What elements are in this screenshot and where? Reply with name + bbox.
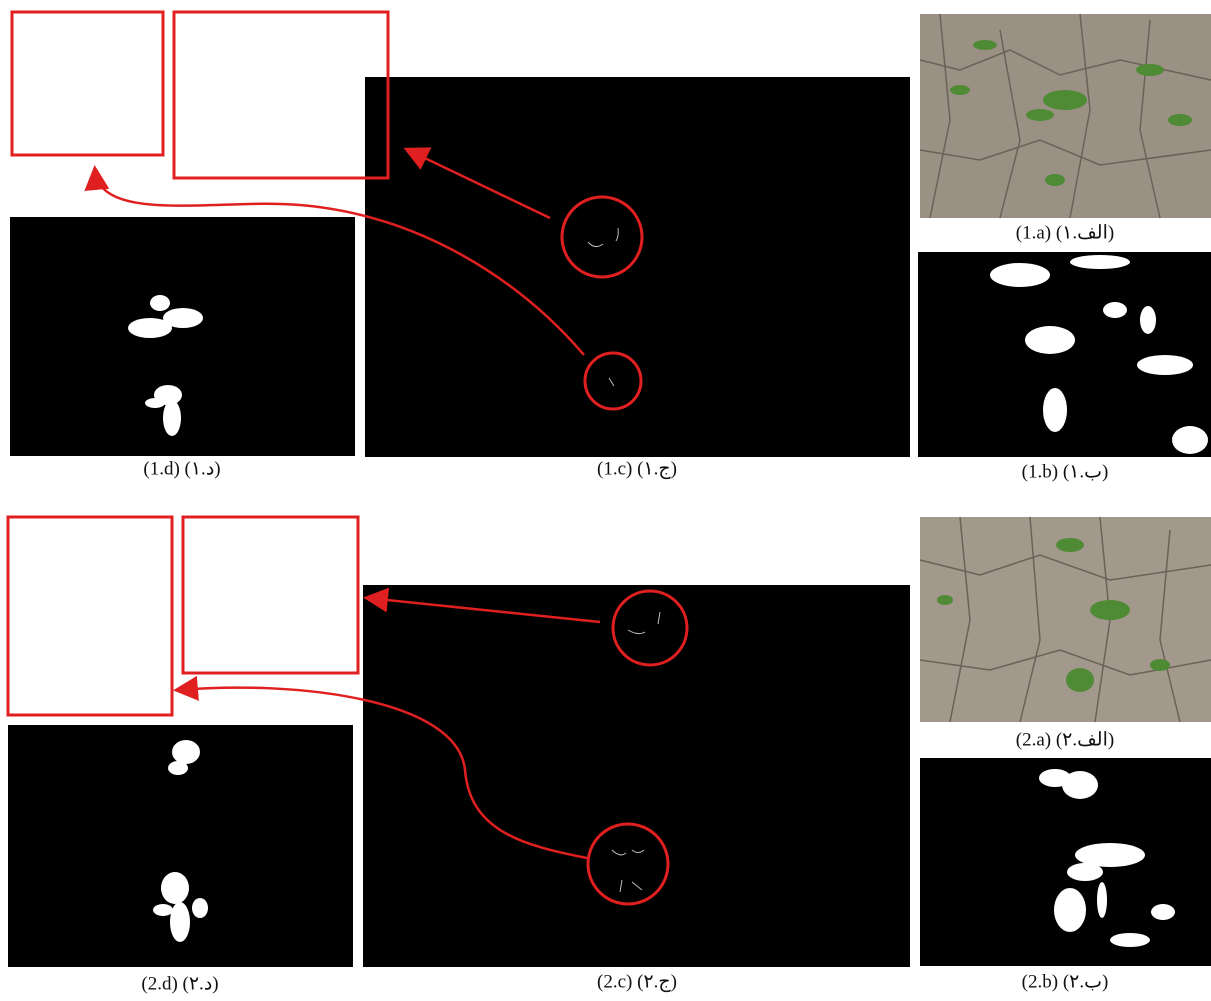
caption: (1.a) (۱.الف) [1016,222,1114,243]
blob [1025,326,1075,354]
stroke [919,13,1211,219]
blob [1168,114,1192,126]
blob [1172,426,1208,454]
stroke [192,60,352,144]
caption: (1.b) (۱.ب) [1022,461,1109,482]
highlight-circle [583,351,643,411]
panel [181,515,360,675]
zoom-boxes [10,10,390,180]
blob [170,902,190,942]
panel [10,217,355,456]
stroke [403,147,551,220]
blob [1151,904,1175,920]
blob [1097,882,1107,918]
blob [1054,888,1086,932]
blob [1056,538,1084,552]
blob [163,308,203,328]
panel [10,10,165,157]
stroke [587,227,619,387]
row-2: (2.a) (۲.الف) (2.b) (۲.ب) (2.c) (۲.ج) (2… [6,515,1211,994]
photo [919,516,1211,723]
blob [937,595,953,605]
panel [6,515,174,717]
blob [1150,659,1170,671]
stroke [202,535,326,648]
blob [973,40,997,50]
panel [365,77,910,457]
blob [153,904,173,916]
blob [1062,771,1098,799]
caption: (1.d) (۱.د) [143,458,220,479]
caption: (2.c) (۲.ج) [597,971,677,992]
row-1: (1.a) (۱.الف) (1.b) (۱.ب) (1.c) (۱.ج) (1… [10,10,1211,482]
highlight-circle [560,195,644,279]
blob [950,85,970,95]
panel [920,14,1211,218]
annotations [173,587,689,906]
mask-c [363,585,910,967]
highlight-circle [611,589,689,667]
blob [168,761,188,775]
caption: (2.d) (۲.د) [141,973,218,994]
blob [1140,306,1156,334]
blob [128,318,172,338]
caption: (2.a) (۲.الف) [1016,729,1114,750]
panel [918,252,1211,457]
blob [1090,600,1130,620]
mask-d [10,217,355,456]
caption: (1.c) (۱.ج) [597,458,677,479]
blob [172,740,200,764]
stroke [64,55,97,115]
caption: (2.b) (۲.ب) [1022,971,1109,992]
blob [1075,843,1145,867]
panel [363,585,910,967]
stroke [363,587,601,624]
mask-b [920,758,1211,966]
mask-d [8,725,353,967]
blob [192,898,208,918]
blob [1110,933,1150,947]
blob [1137,355,1193,375]
blob [150,295,170,311]
blob [1026,109,1054,121]
blob [161,872,189,904]
blob [1067,863,1103,881]
blob [1043,388,1067,432]
blob [145,398,165,408]
blob [990,263,1050,287]
photo [919,13,1211,219]
stroke [611,611,661,893]
panel [172,10,390,180]
stroke [173,675,588,860]
annotations [84,147,644,411]
blob [1136,64,1164,76]
stroke [84,165,585,356]
blob [1070,255,1130,269]
blob [1066,668,1094,692]
stroke [38,536,134,687]
zoom-boxes [6,515,360,717]
mask-b [918,252,1211,457]
blob [1103,302,1127,318]
blob [1043,90,1087,110]
blob [163,400,181,436]
mask-c [365,77,910,457]
blob [1045,174,1065,186]
highlight-circle [586,822,670,906]
